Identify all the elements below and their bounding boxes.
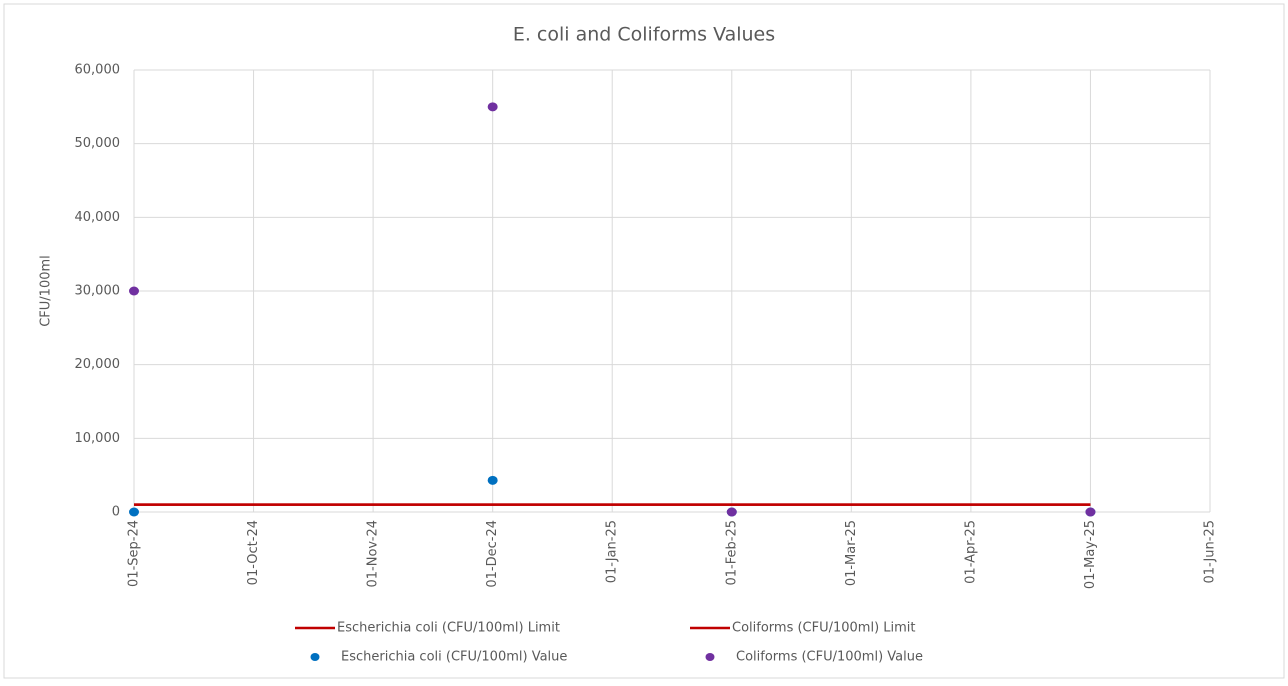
x-tick-label: 01-May-25	[1083, 520, 1098, 589]
data-point	[1085, 507, 1096, 517]
y-tick-label: 50,000	[75, 136, 121, 151]
data-point	[129, 286, 139, 296]
y-tick-label: 10,000	[75, 431, 121, 446]
y-tick-label: 20,000	[75, 357, 121, 372]
data-point	[487, 475, 498, 485]
data-point	[726, 507, 737, 517]
legend-label: Escherichia coli (CFU/100ml) Value	[341, 650, 567, 665]
y-tick-label: 30,000	[75, 284, 121, 299]
x-tick-label: 01-Oct-24	[246, 520, 261, 585]
data-point	[487, 102, 498, 112]
y-tick-label: 40,000	[75, 210, 121, 225]
x-tick-label: 01-Nov-24	[366, 520, 381, 588]
x-tick-label: 01-Mar-25	[844, 520, 859, 586]
data-point	[129, 507, 139, 517]
legend-swatch	[310, 653, 320, 661]
legend-swatch	[705, 653, 715, 661]
y-tick-label: 0	[112, 505, 120, 520]
x-tick-label: 01-Jan-25	[605, 520, 620, 583]
x-tick-label: 01-Dec-24	[485, 520, 500, 588]
legend-label: Escherichia coli (CFU/100ml) Limit	[337, 621, 560, 636]
chart-border	[3, 3, 1285, 679]
x-tick-label: 01-Feb-25	[724, 520, 739, 585]
legend-label: Coliforms (CFU/100ml) Value	[736, 650, 923, 665]
x-tick-label: 01-Jun-25	[1203, 520, 1218, 584]
y-axis-label: CFU/100ml	[39, 255, 54, 327]
legend-label: Coliforms (CFU/100ml) Limit	[732, 621, 916, 636]
chart-title: E. coli and Coliforms Values	[513, 24, 775, 46]
y-tick-label: 60,000	[75, 63, 121, 78]
x-tick-label: 01-Apr-25	[963, 520, 978, 584]
x-tick-label: 01-Sep-24	[127, 520, 142, 587]
